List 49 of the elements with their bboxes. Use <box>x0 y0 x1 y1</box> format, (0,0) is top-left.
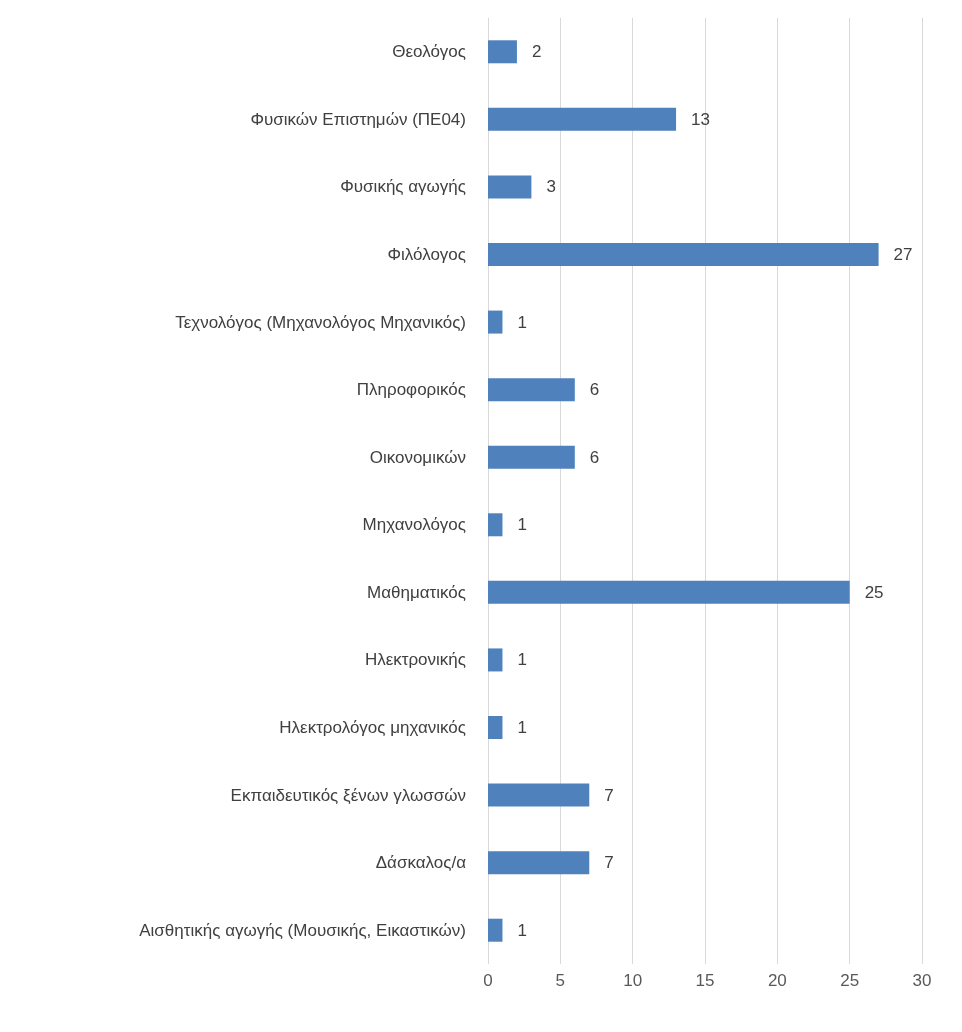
bar <box>488 310 503 334</box>
bar <box>488 648 503 672</box>
bar <box>488 107 677 131</box>
bar <box>488 580 850 604</box>
data-label: 27 <box>893 245 913 264</box>
bar <box>488 783 590 807</box>
y-tick-label: Πληροφορικός <box>356 380 466 400</box>
bar <box>488 716 503 739</box>
data-label: 2 <box>531 42 542 62</box>
data-label: 3 <box>546 177 556 197</box>
y-tick-label: Εκπαιδευτικός ξένων γλωσσών <box>230 785 466 805</box>
data-label: 1 <box>517 920 527 940</box>
y-tick-label: Τεχνολόγος (Μηχανολόγος Μηχανικός) <box>175 312 466 332</box>
bar <box>488 851 590 875</box>
y-tick-label: Μηχανολόγος <box>362 515 466 535</box>
y-tick-label: Φυσικών Επιστημών (ΠΕ04) <box>250 109 466 129</box>
x-tick-label: 10 <box>623 971 643 990</box>
y-tick-label: Ηλεκτρονικής <box>364 650 466 670</box>
data-label: 1 <box>517 718 527 737</box>
x-tick-label: 20 <box>767 971 787 990</box>
data-label: 7 <box>604 853 614 873</box>
bar <box>488 513 503 537</box>
y-tick-label: Οικονομικών <box>369 447 466 467</box>
y-tick-label: Ηλεκτρολόγος μηχανικός <box>279 718 466 737</box>
y-tick-label: Φυσικής αγωγής <box>340 177 466 197</box>
data-label: 25 <box>864 582 884 602</box>
y-tick-label: Αισθητικής αγωγής (Μουσικής, Εικαστικών) <box>139 920 466 940</box>
data-label: 1 <box>517 515 527 535</box>
data-label: 7 <box>604 785 614 805</box>
y-tick-label: Δάσκαλος/α <box>375 853 467 873</box>
x-tick-label: 0 <box>483 971 493 990</box>
data-label: 1 <box>517 312 527 332</box>
data-label: 6 <box>589 447 600 467</box>
data-label: 6 <box>589 380 600 400</box>
y-tick-label: Μαθηματικός <box>367 582 466 602</box>
bar <box>488 175 532 199</box>
bar <box>488 40 517 64</box>
y-tick-label: Φιλόλογος <box>387 245 466 264</box>
x-tick-label: 15 <box>695 971 715 990</box>
data-label: 1 <box>517 650 527 670</box>
x-tick-label: 5 <box>555 971 566 990</box>
bar <box>488 445 575 469</box>
bar <box>488 243 879 266</box>
x-tick-label: 30 <box>912 971 932 990</box>
bar <box>488 918 503 942</box>
bar <box>488 378 575 402</box>
x-tick-label: 25 <box>840 971 860 990</box>
y-tick-label: Θεολόγος <box>392 42 466 62</box>
data-label: 13 <box>691 109 710 129</box>
